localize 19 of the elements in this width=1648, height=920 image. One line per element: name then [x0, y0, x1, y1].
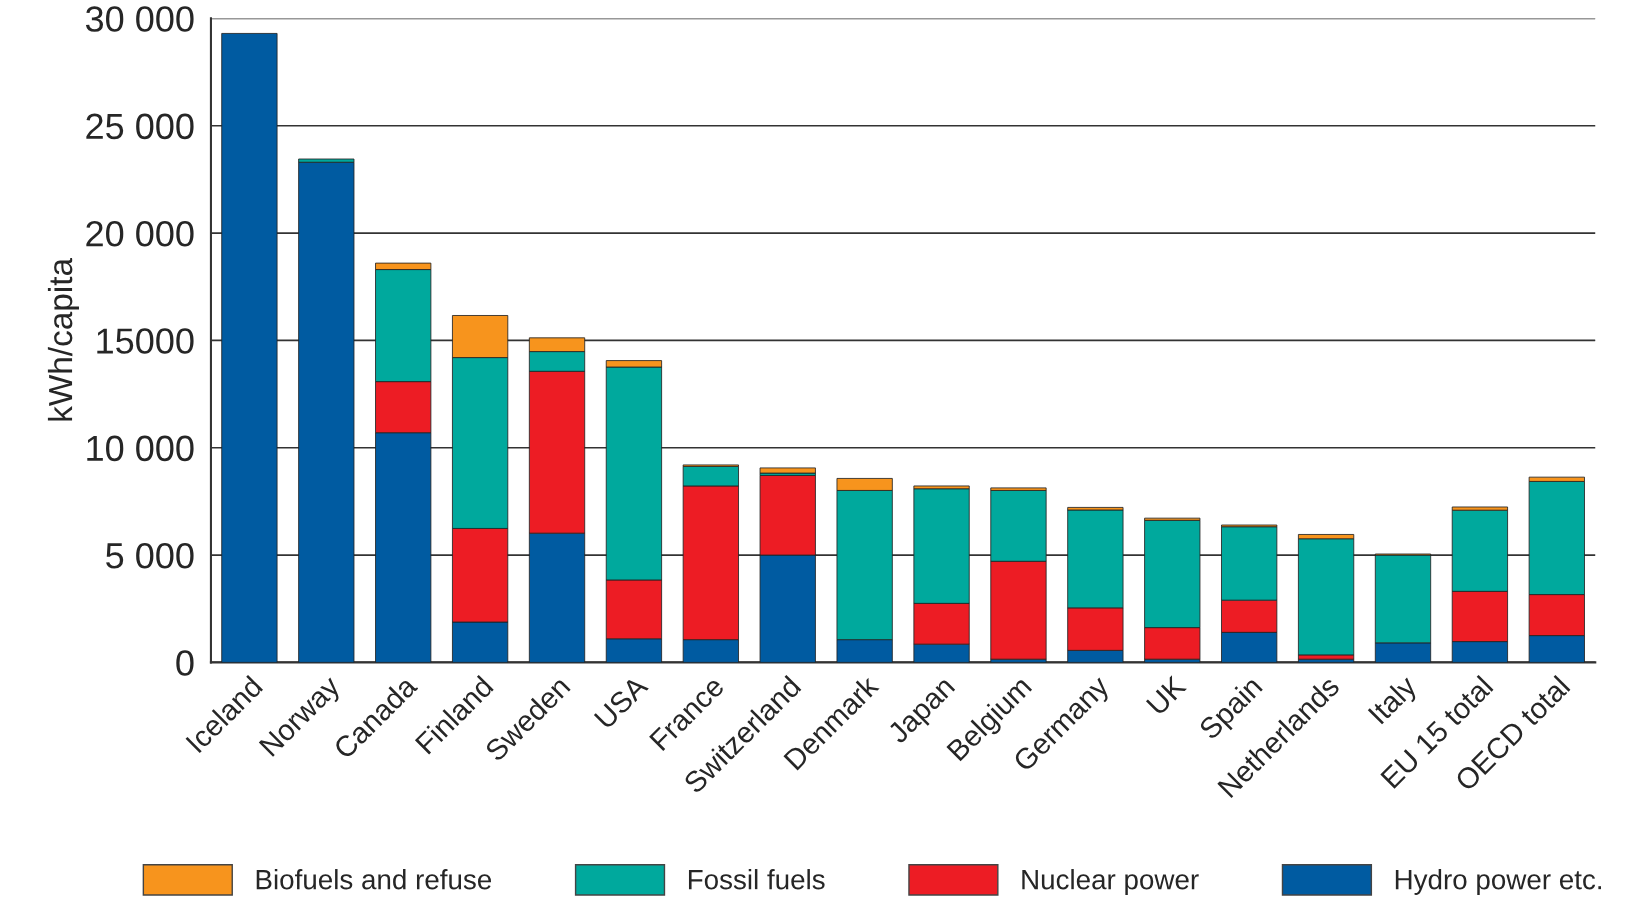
legend-label: Fossil fuels	[688, 869, 825, 890]
legend-label: Biofuels and refuse	[256, 869, 492, 890]
y-tick-label: 10 000	[87, 435, 194, 462]
y-tick-label: 20 000	[86, 220, 194, 247]
legend-label: Hydro power etc.	[1395, 869, 1602, 895]
x-tick-label: UK	[1145, 674, 1188, 716]
y-axis-title: kWh/capita	[47, 257, 79, 421]
x-tick-label: USA	[593, 674, 650, 730]
y-tick-label: 30 000	[85, 6, 194, 32]
y-tick-label: 15000	[97, 328, 194, 354]
x-tick-label: Italy	[1367, 673, 1423, 729]
bar	[759, 467, 816, 474]
y-tick-label: 25 000	[86, 113, 194, 140]
bar	[298, 161, 355, 663]
bar	[221, 33, 278, 663]
y-tick-label: 0	[176, 650, 194, 676]
legend-label: Nuclear power	[1022, 869, 1199, 895]
bar	[1297, 538, 1355, 656]
y-tick-label: 5 000	[106, 542, 194, 569]
